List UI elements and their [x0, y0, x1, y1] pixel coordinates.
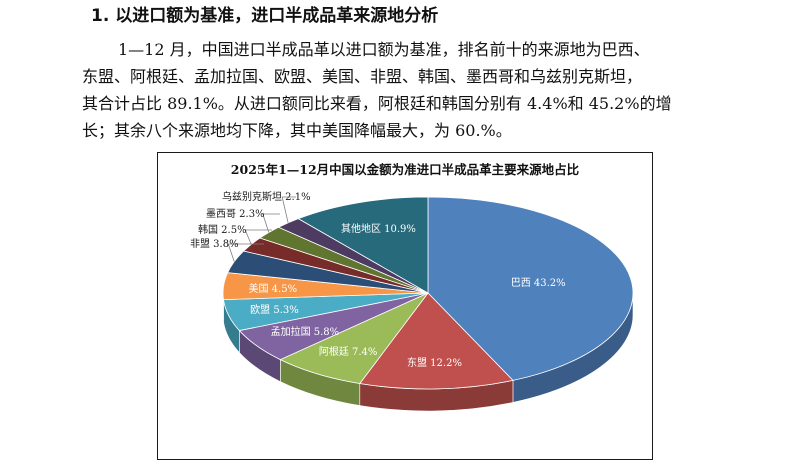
data-label: 美国 4.5%	[248, 282, 297, 295]
chart-frame: 2025年1—12月中国以金额为准进口半成品革主要来源地占比 巴西 43.2% 东…	[157, 152, 653, 460]
data-label: 东盟 12.2%	[407, 356, 462, 369]
paragraph-line: 其合计占比 89.1%。从进口额同比来看，阿根廷和韩国分别有 4.4%和 45.…	[82, 94, 672, 113]
pie-slice	[427, 196, 634, 381]
pie-slice	[297, 196, 429, 294]
data-label: 巴西 43.2%	[511, 277, 566, 289]
data-label: 韩国 2.5%	[198, 223, 247, 236]
chart-title: 2025年1—12月中国以金额为准进口半成品革主要来源地占比	[230, 162, 580, 177]
data-label: 阿根廷 7.4%	[319, 345, 378, 358]
data-label: 孟加拉国 5.8%	[271, 325, 340, 338]
analysis-paragraph: 1—12 月，中国进口半成品革以进口额为基准，排名前十的来源地为巴西、 东盟、阿…	[82, 36, 752, 144]
section-heading: 1. 以进口额为基准，进口半成品革来源地分析	[91, 6, 439, 26]
paragraph-line: 长；其余八个来源地均下降，其中美国降幅最大，为 60.%。	[82, 121, 512, 140]
data-label: 墨西哥 2.3%	[206, 208, 265, 220]
leader-line	[281, 196, 296, 223]
leader-line	[227, 243, 264, 262]
pie-chart: 巴西 43.2% 东盟 12.2% 阿根廷 7.4% 孟加拉国 5.8% 欧盟 5.3%…	[190, 190, 634, 412]
data-label: 其他地区 10.9%	[341, 222, 416, 235]
leader-line	[244, 229, 272, 245]
data-label: 乌兹别克斯坦 2.1%	[222, 190, 311, 203]
data-label: 非盟 3.8%	[190, 238, 239, 250]
pie-slice	[359, 292, 514, 390]
paragraph-line: 1—12 月，中国进口半成品革以进口额为基准，排名前十的来源地为巴西、	[118, 40, 650, 59]
data-label: 欧盟 5.3%	[250, 304, 299, 316]
paragraph-line: 东盟、阿根廷、孟加拉国、欧盟、美国、非盟、韩国、墨西哥和乌兹别克斯坦，	[82, 67, 643, 86]
leader-line	[262, 213, 280, 233]
